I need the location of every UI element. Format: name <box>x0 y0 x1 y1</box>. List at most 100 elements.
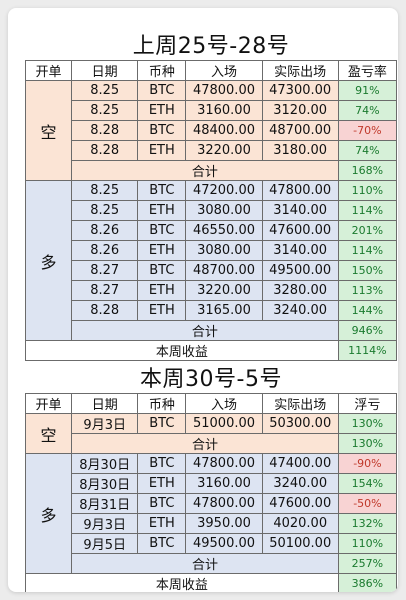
header-cell: 实际出场 <box>261 60 339 81</box>
rate-cell: 113% <box>337 280 398 301</box>
rate-cell: 114% <box>337 200 398 221</box>
date-cell: 8.25 <box>71 80 139 101</box>
coin-cell: ETH <box>137 473 187 494</box>
rate-cell: 201% <box>337 220 398 241</box>
exit-cell: 47400.00 <box>261 453 339 474</box>
header-cell: 开单 <box>24 393 73 414</box>
header-cell: 浮亏 <box>337 393 398 414</box>
short-side-label: 空 <box>24 413 73 454</box>
week1-table: 上周25号-28号 开单 日期 币种 入场 实际出场 盈亏率 空 8.25 BTC 4… <box>24 28 398 361</box>
date-cell: 8月30日 <box>71 453 139 474</box>
week1-title: 上周25号-28号 <box>25 28 397 61</box>
rate-cell: 154% <box>337 473 398 494</box>
subtotal-value: 257% <box>337 553 398 574</box>
date-cell: 8.25 <box>71 100 139 121</box>
header-cell: 币种 <box>137 60 187 81</box>
week1-total-row: 本周收益 1114% <box>25 340 398 361</box>
coin-cell: ETH <box>137 140 187 161</box>
trade-row: 空 8.25 BTC 47800.00 47300.00 91% <box>24 80 398 181</box>
long-side-label: 多 <box>24 453 73 574</box>
week2-title: 本周30号-5号 <box>25 361 397 394</box>
date-cell: 8.27 <box>71 280 139 301</box>
trade-row: 8.27 ETH 3220.00 3280.00 113% <box>26 280 398 301</box>
rate-cell: 114% <box>337 240 398 261</box>
week2-header-row: 开单 日期 币种 入场 实际出场 浮亏 <box>24 393 398 414</box>
coin-cell: ETH <box>137 300 187 321</box>
week2-table: 本周30号-5号 开单 日期 币种 入场 实际出场 浮亏 空 9月3日 BTC 510… <box>24 361 398 592</box>
coin-cell: ETH <box>137 200 187 221</box>
trade-row: 9月3日 ETH 3950.00 4020.00 132% <box>26 513 398 534</box>
trade-row: 8.28 ETH 3165.00 3240.00 144% <box>26 300 398 321</box>
entry-cell: 3080.00 <box>185 200 263 221</box>
subtotal-value: 168% <box>337 160 398 181</box>
trade-row: 8月30日 ETH 3160.00 3240.00 154% <box>26 473 398 494</box>
week-total-label: 本周收益 <box>25 340 339 361</box>
date-cell: 8.26 <box>71 240 139 261</box>
subtotal-row: 合计 946% <box>26 320 398 341</box>
rate-cell: -50% <box>337 493 398 514</box>
header-cell: 入场 <box>185 393 263 414</box>
coin-cell: BTC <box>137 533 187 554</box>
week1-header-row: 开单 日期 币种 入场 实际出场 盈亏率 <box>24 60 398 81</box>
exit-cell: 50300.00 <box>261 413 339 434</box>
coin-cell: BTC <box>137 453 187 474</box>
date-cell: 8.26 <box>71 220 139 241</box>
trade-row: 8.26 BTC 46550.00 47600.00 201% <box>26 220 398 241</box>
coin-cell: ETH <box>137 280 187 301</box>
rate-cell: 130% <box>337 413 398 434</box>
exit-cell: 47300.00 <box>261 80 339 101</box>
date-cell: 9月3日 <box>71 513 139 534</box>
date-cell: 9月3日 <box>71 413 139 434</box>
trade-sheet: 上周25号-28号 开单 日期 币种 入场 实际出场 盈亏率 空 8.25 BTC 4… <box>24 28 398 592</box>
coin-cell: BTC <box>137 493 187 514</box>
exit-cell: 47600.00 <box>261 220 339 241</box>
week-total-value: 1114% <box>337 340 398 361</box>
entry-cell: 3165.00 <box>185 300 263 321</box>
header-cell: 盈亏率 <box>337 60 398 81</box>
week1-long-body: 多 8.25 BTC 47200.00 47800.00 110% 8.25 ETH 3080.… <box>24 180 398 341</box>
exit-cell: 3140.00 <box>261 240 339 261</box>
exit-cell: 3120.00 <box>261 100 339 121</box>
coin-cell: ETH <box>137 513 187 534</box>
week1-short-body: 空 8.25 BTC 47800.00 47300.00 91% 8.25 ETH 3160.0… <box>24 80 398 181</box>
coin-cell: BTC <box>137 120 187 141</box>
week2-short-body: 空 9月3日 BTC 51000.00 50300.00 130% 合计 130% <box>24 413 398 454</box>
exit-cell: 50100.00 <box>261 533 339 554</box>
header-cell: 开单 <box>24 60 73 81</box>
trade-row: 8.27 BTC 48700.00 49500.00 150% <box>26 260 398 281</box>
exit-cell: 4020.00 <box>261 513 339 534</box>
coin-cell: BTC <box>137 220 187 241</box>
rate-cell: 150% <box>337 260 398 281</box>
trade-row: 多 8月30日 BTC 47800.00 47400.00 -90% <box>24 453 398 574</box>
long-side-label: 多 <box>24 180 73 341</box>
rate-cell: 144% <box>337 300 398 321</box>
date-cell: 8.25 <box>71 180 139 201</box>
rate-cell: -70% <box>337 120 398 141</box>
trade-row: 9月5日 BTC 49500.00 50100.00 110% <box>26 533 398 554</box>
subtotal-row: 合计 257% <box>26 553 398 574</box>
rate-cell: 110% <box>337 533 398 554</box>
week2-total-row: 本周收益 386% <box>25 573 398 592</box>
trade-row: 8.25 ETH 3080.00 3140.00 114% <box>26 200 398 221</box>
rate-cell: 132% <box>337 513 398 534</box>
date-cell: 8月30日 <box>71 473 139 494</box>
subtotal-row: 合计 168% <box>26 160 398 181</box>
header-cell: 入场 <box>185 60 263 81</box>
date-cell: 8.28 <box>71 120 139 141</box>
trade-row: 空 9月3日 BTC 51000.00 50300.00 130% <box>24 413 398 454</box>
subtotal-label: 合计 <box>71 553 339 574</box>
subtotal-value: 130% <box>337 433 398 454</box>
trade-row: 8月31日 BTC 47800.00 47600.00 -50% <box>26 493 398 514</box>
header-cell: 实际出场 <box>261 393 339 414</box>
exit-cell: 3280.00 <box>261 280 339 301</box>
rate-cell: 91% <box>337 80 398 101</box>
exit-cell: 48700.00 <box>261 120 339 141</box>
entry-cell: 3160.00 <box>185 473 263 494</box>
coin-cell: BTC <box>137 260 187 281</box>
entry-cell: 49500.00 <box>185 533 263 554</box>
rate-cell: 110% <box>337 180 398 201</box>
week2-long-body: 多 8月30日 BTC 47800.00 47400.00 -90% 8月30日 ETH 316… <box>24 453 398 574</box>
short-side-label: 空 <box>24 80 73 181</box>
date-cell: 8.28 <box>71 300 139 321</box>
entry-cell: 3220.00 <box>185 140 263 161</box>
